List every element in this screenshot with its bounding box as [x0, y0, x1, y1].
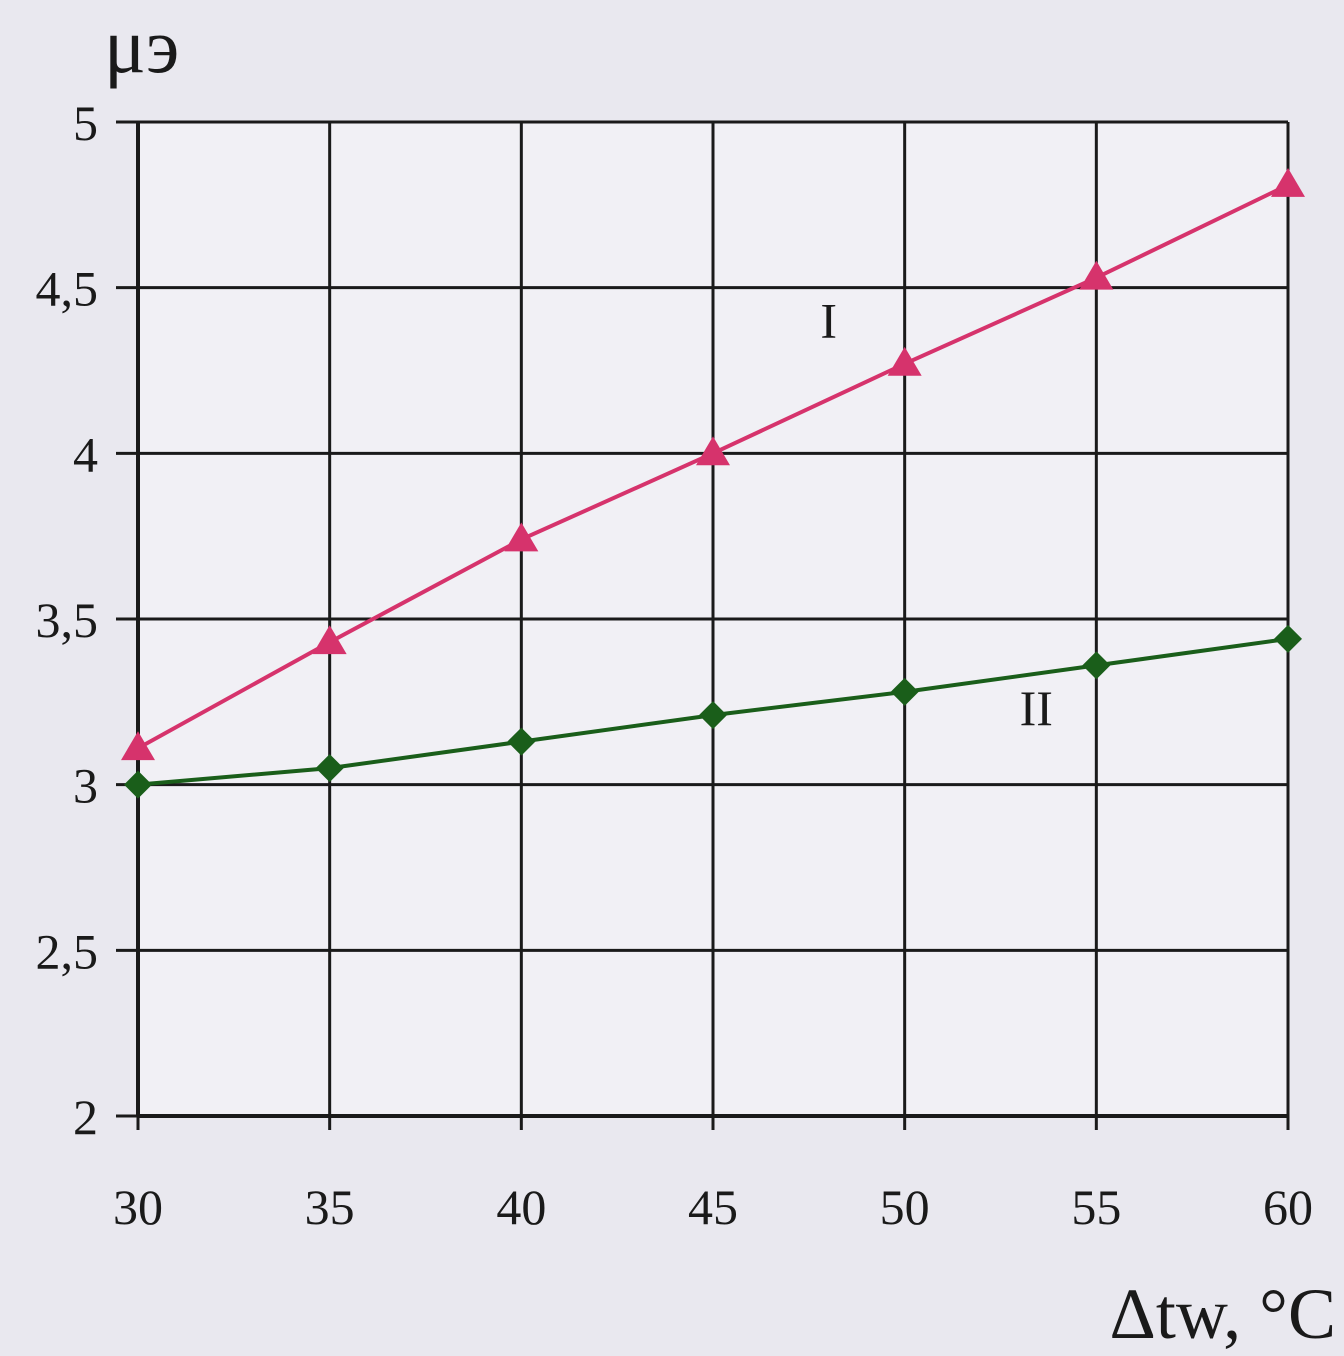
y-tick-label: 4,5	[36, 261, 99, 317]
series-1-point	[121, 731, 155, 761]
y-tick-label: 2	[73, 1089, 98, 1145]
series-1-point	[887, 346, 922, 376]
x-axis-title: Δtw, °C	[1110, 1274, 1336, 1354]
x-tick-label: 60	[1263, 1179, 1313, 1235]
labels: μэ Δtw, °C 30 35 40 45 50 55 6022,533,544,55II…	[36, 2, 1337, 1354]
series-label-II: II	[1020, 680, 1053, 736]
series-2-point	[1274, 624, 1302, 653]
x-tick-label: 40	[496, 1179, 546, 1235]
series-2-point	[890, 677, 919, 706]
series-1-point	[1079, 260, 1114, 290]
series-2-point	[315, 754, 344, 783]
x-tick-label: 30	[113, 1179, 163, 1235]
x-tick-label: 45	[688, 1179, 738, 1235]
series-1-point	[504, 522, 539, 552]
series-layer	[121, 167, 1305, 799]
series-2-point	[1082, 651, 1111, 680]
y-tick-label: 5	[73, 95, 98, 151]
series-2-point	[507, 727, 536, 756]
series-1-point	[1271, 167, 1305, 197]
grid	[116, 120, 1290, 1130]
y-tick-label: 3,5	[36, 592, 99, 648]
x-tick-label: 50	[880, 1179, 930, 1235]
y-axis-title: μэ	[104, 2, 179, 89]
y-tick-label: 4	[73, 426, 98, 482]
y-tick-label: 3	[73, 758, 98, 814]
x-tick-label: 55	[1071, 1179, 1121, 1235]
axes	[136, 122, 1288, 1118]
series-2-point	[699, 701, 727, 730]
series-1-point	[312, 625, 347, 655]
series-2-point	[124, 770, 152, 799]
series-1-point	[696, 436, 730, 466]
y-tick-label: 2,5	[36, 923, 99, 979]
series-label-I: I	[820, 292, 837, 348]
x-tick-label: 35	[305, 1179, 355, 1235]
